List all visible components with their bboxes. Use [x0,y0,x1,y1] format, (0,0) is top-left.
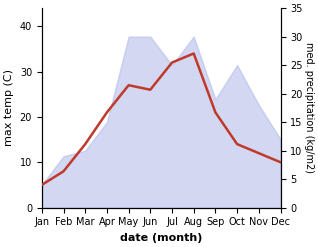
Y-axis label: med. precipitation (kg/m2): med. precipitation (kg/m2) [304,42,314,173]
Y-axis label: max temp (C): max temp (C) [4,69,14,146]
X-axis label: date (month): date (month) [120,233,202,243]
